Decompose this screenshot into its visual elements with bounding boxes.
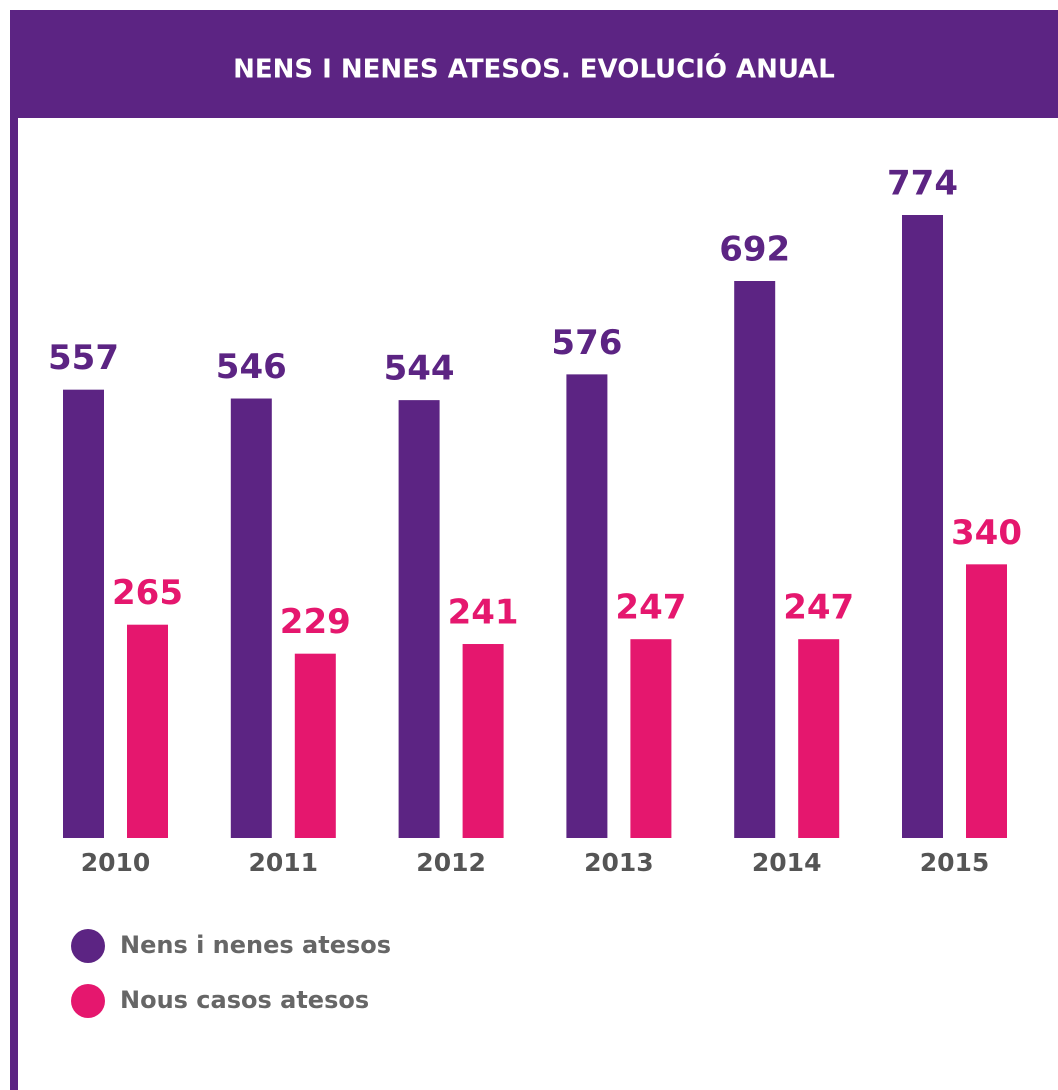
data-label: 229: [280, 602, 351, 642]
data-label: 546: [216, 347, 287, 387]
data-label: 241: [448, 593, 519, 633]
x-tick-label: 2014: [752, 848, 822, 877]
legend-label: Nous casos atesos: [120, 986, 369, 1014]
left-border: [10, 118, 18, 1090]
data-label: 576: [551, 323, 622, 363]
bar: [398, 400, 440, 838]
data-label: 265: [112, 573, 183, 613]
data-label: 340: [951, 513, 1022, 553]
x-tick-label: 2012: [416, 848, 486, 877]
data-label: 774: [887, 164, 958, 204]
bar: [798, 639, 840, 838]
bar: [966, 564, 1007, 838]
data-label: 557: [48, 338, 119, 378]
bar: [294, 653, 336, 838]
header-band: [10, 10, 1058, 118]
legend-swatch: [71, 929, 105, 963]
data-label: 692: [719, 230, 790, 270]
legend-label: Nens i nenes atesos: [120, 931, 391, 959]
x-tick-label: 2013: [584, 848, 654, 877]
data-label: 544: [384, 349, 455, 389]
bar: [566, 374, 608, 838]
bar: [902, 215, 943, 838]
bar: [462, 644, 504, 838]
legend-swatch: [71, 984, 105, 1018]
x-tick-label: 2015: [920, 848, 990, 877]
data-label: 247: [783, 588, 854, 628]
bar: [230, 398, 272, 838]
x-tick-label: 2011: [249, 848, 319, 877]
bar: [630, 639, 672, 838]
chart-title: NENS I NENES ATESOS. EVOLUCIÓ ANUAL: [233, 53, 835, 85]
bar: [63, 389, 104, 838]
bar: [734, 281, 776, 839]
data-label: 247: [615, 588, 686, 628]
x-tick-label: 2010: [81, 848, 151, 877]
bar: [127, 624, 168, 838]
